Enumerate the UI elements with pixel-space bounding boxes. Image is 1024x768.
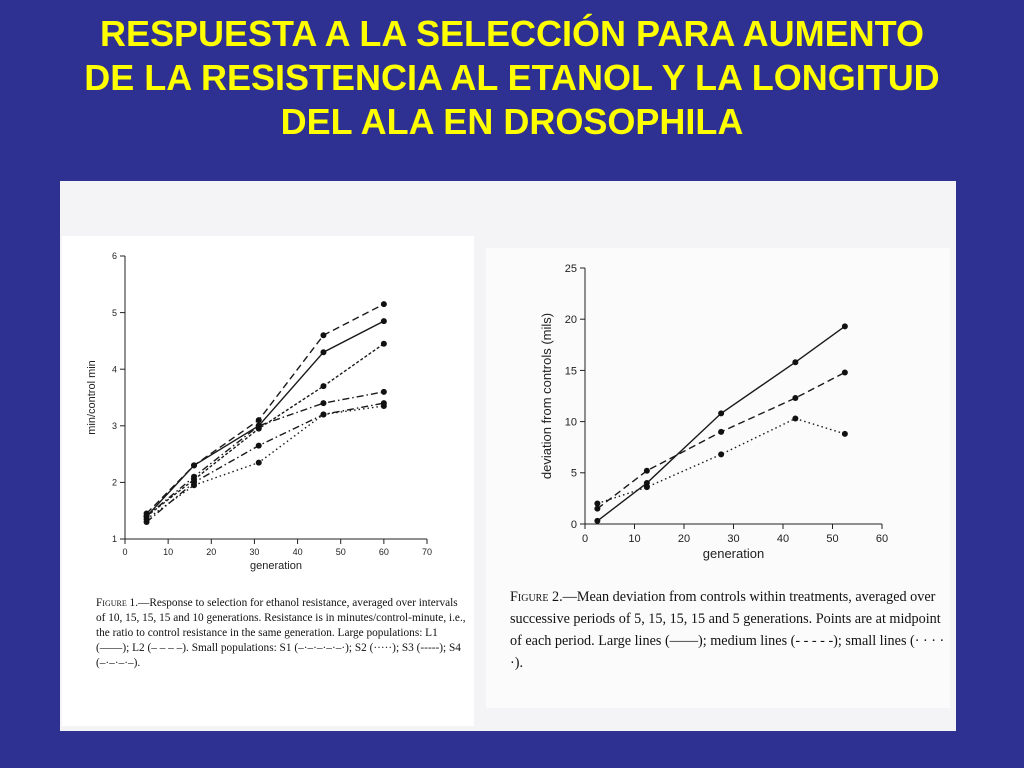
- series-line-large: [596, 325, 846, 522]
- y-tick-label: 15: [565, 365, 577, 377]
- data-point-large: [841, 323, 848, 330]
- y-tick-label: 5: [112, 308, 117, 318]
- scanned-figure-photo: 0 10 20 30 40 50 60 70 1 2 3 4 5 6 generation min/contr…: [60, 181, 956, 731]
- data-point-large: [792, 359, 799, 366]
- data-point-medium: [718, 428, 725, 435]
- x-tick-label: 20: [678, 533, 690, 545]
- data-point-small: [594, 500, 601, 507]
- data-point-large: [718, 410, 725, 417]
- data-point-s3: [380, 340, 387, 347]
- data-point-s3: [320, 383, 327, 390]
- y-tick-label: 0: [571, 519, 577, 531]
- y-tick-label: 20: [565, 314, 577, 326]
- figure-1-page: [62, 236, 474, 726]
- x-tick-label: 40: [293, 547, 303, 557]
- data-point-l1: [380, 318, 387, 325]
- bleed-through-texture: [64, 183, 948, 233]
- data-point-large: [594, 517, 601, 524]
- x-tick-label: 60: [876, 533, 888, 545]
- y-tick-label: 2: [112, 478, 117, 488]
- data-point-medium: [594, 505, 601, 512]
- figure-2-caption-text: —Mean deviation from controls within tre…: [510, 589, 945, 671]
- series-line-s1: [146, 391, 384, 517]
- data-point-l2: [191, 462, 198, 469]
- title-line-3: DEL ALA EN DROSOPHILA: [280, 101, 744, 142]
- y-tick-label: 1: [112, 534, 117, 544]
- x-tick-label: 60: [379, 547, 389, 557]
- x-tick-label: 70: [422, 547, 432, 557]
- x-tick-label: 50: [826, 533, 838, 545]
- slide-title: RESPUESTA A LA SELECCIÓN PARA AUMENTO DE…: [0, 12, 1024, 144]
- y-tick-label: 6: [112, 251, 117, 261]
- series-line-s4: [146, 402, 384, 523]
- figure-2-caption-label: Figure 2.: [510, 589, 563, 605]
- data-point-small: [643, 484, 650, 491]
- data-point-s4: [320, 411, 327, 418]
- figure-2-page: [486, 248, 950, 708]
- data-point-s1: [320, 400, 327, 407]
- data-point-s4: [191, 479, 198, 486]
- figure-2-chart: 0 10 20 30 40 50 60 0 5 10 15 20 25 generation deviati…: [540, 263, 888, 561]
- data-point-s4: [380, 400, 387, 407]
- x-tick-label: 10: [163, 547, 173, 557]
- y-tick-label: 10: [565, 416, 577, 428]
- x-axis-label: generation: [250, 560, 302, 572]
- x-axis-label: generation: [703, 546, 764, 561]
- data-point-medium: [841, 369, 848, 376]
- y-axis-label: min/control min: [86, 360, 98, 435]
- x-tick-label: 0: [582, 533, 588, 545]
- y-tick-label: 25: [565, 263, 577, 275]
- x-tick-label: 40: [777, 533, 789, 545]
- title-line-2: DE LA RESISTENCIA AL ETANOL Y LA LONGITU…: [84, 57, 940, 98]
- data-point-small: [841, 430, 848, 437]
- y-tick-label: 4: [112, 364, 117, 374]
- figure-1-chart: 0 10 20 30 40 50 60 70 1 2 3 4 5 6 generation min/contr…: [86, 251, 432, 572]
- x-tick-label: 10: [628, 533, 640, 545]
- x-tick-label: 0: [122, 547, 127, 557]
- data-point-medium: [792, 395, 799, 402]
- figure-1-caption-label: Figure 1.: [96, 597, 139, 609]
- data-point-l2: [255, 417, 262, 424]
- data-point-small: [718, 451, 725, 458]
- data-point-l2: [380, 301, 387, 308]
- y-tick-label: 3: [112, 421, 117, 431]
- y-axis-label: deviation from controls (mils): [540, 313, 554, 479]
- data-point-l2: [320, 332, 327, 339]
- data-point-s4: [255, 442, 262, 449]
- series-line-medium: [596, 371, 846, 510]
- series-line-l2: [146, 303, 385, 515]
- x-tick-label: 30: [249, 547, 259, 557]
- data-point-s3: [143, 513, 150, 520]
- data-point-l1: [320, 349, 327, 356]
- figure-1-caption: Figure 1.—Response to selection for etha…: [96, 596, 468, 671]
- title-line-1: RESPUESTA A LA SELECCIÓN PARA AUMENTO: [99, 13, 925, 54]
- data-point-s3: [255, 425, 262, 432]
- figure-2-caption: Figure 2.—Mean deviation from controls w…: [510, 586, 948, 674]
- data-point-small: [792, 415, 799, 422]
- figure-1-caption-text: —Response to selection for ethanol resis…: [96, 597, 466, 669]
- series-line-s3: [146, 343, 385, 517]
- x-tick-label: 30: [727, 533, 739, 545]
- x-tick-label: 50: [336, 547, 346, 557]
- data-point-s1: [380, 388, 387, 395]
- x-tick-label: 20: [206, 547, 216, 557]
- y-tick-label: 5: [571, 468, 577, 480]
- data-point-medium: [643, 467, 650, 474]
- data-point-s4: [143, 519, 150, 526]
- data-point-s2: [255, 459, 262, 466]
